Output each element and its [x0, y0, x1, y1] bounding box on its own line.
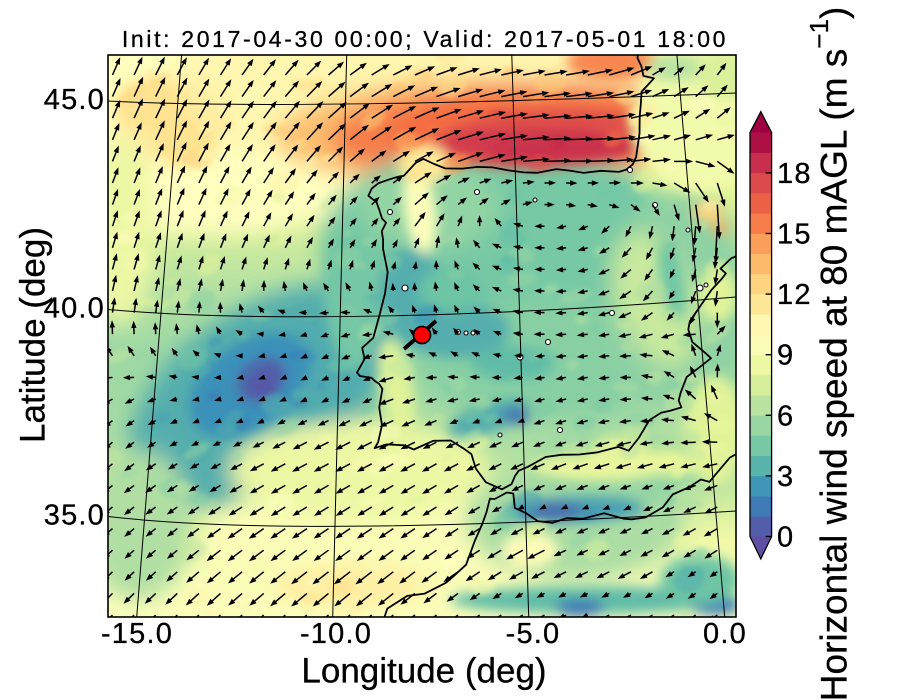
svg-text:-5.0: -5.0 — [506, 618, 561, 650]
svg-text:-10.0: -10.0 — [300, 618, 372, 650]
svg-text:3: 3 — [777, 461, 794, 493]
svg-text:45.0: 45.0 — [44, 84, 105, 116]
svg-text:-15.0: -15.0 — [101, 618, 173, 650]
svg-text:15: 15 — [777, 219, 812, 251]
svg-text:40.0: 40.0 — [44, 293, 105, 325]
svg-text:0.0: 0.0 — [703, 618, 747, 650]
svg-text:9: 9 — [777, 340, 794, 372]
svg-text:18: 18 — [777, 158, 812, 190]
svg-text:6: 6 — [777, 400, 794, 432]
svg-text:35.0: 35.0 — [44, 500, 105, 532]
svg-text:Init: 2017-04-30 00:00; Valid:: Init: 2017-04-30 00:00; Valid: 2017-05-0… — [122, 26, 728, 52]
svg-text:Longitude (deg): Longitude (deg) — [301, 652, 546, 691]
svg-text:Latitude (deg): Latitude (deg) — [14, 227, 53, 443]
svg-text:0: 0 — [777, 522, 794, 554]
svg-text:12: 12 — [777, 279, 812, 311]
